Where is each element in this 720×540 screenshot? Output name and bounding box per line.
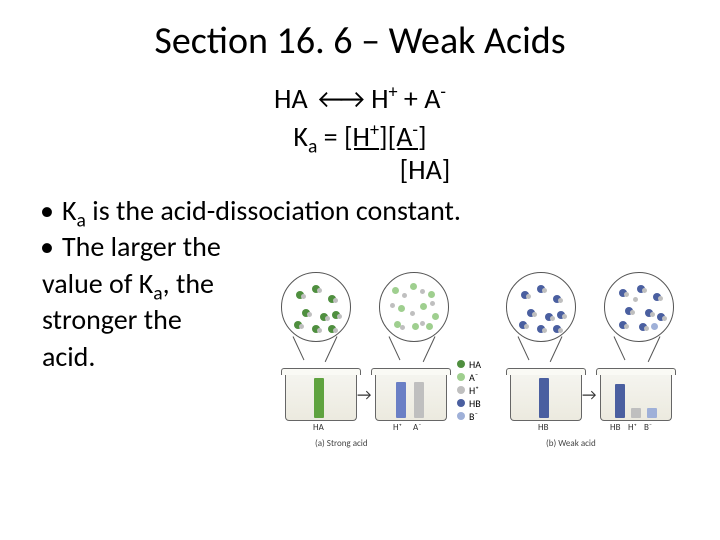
legend-label: A⁻ — [469, 371, 478, 384]
legend-swatch — [457, 412, 465, 420]
legend-row: H⁺ — [457, 384, 481, 397]
beaker-weak-before — [510, 372, 582, 421]
lower-text-block: value of Ka, the stronger the acid. — [40, 266, 285, 375]
eq-plus: + — [398, 81, 425, 116]
legend-row: B⁻ — [457, 410, 481, 423]
legend-swatch — [457, 373, 465, 381]
eq-h-sup: + — [389, 81, 398, 103]
zoom-strong-after — [379, 272, 449, 342]
caption-strong-acid: (a) Strong acid — [315, 438, 368, 449]
ka-num-close: ] — [418, 119, 427, 154]
lower-l1-post: , the — [163, 266, 214, 301]
zoom-weak-after — [604, 272, 674, 342]
legend-row: HA — [457, 358, 481, 371]
eq-a-sup: - — [440, 81, 446, 103]
equilibrium-equation: HA ←→ H+ + A- — [40, 80, 680, 118]
bullet-2: • The larger the — [40, 229, 680, 265]
zoom-weak-before — [506, 272, 576, 342]
ka-expression-denominator: [HA] — [170, 153, 680, 187]
legend-label: HA — [469, 358, 481, 371]
ka-num-open: [H — [344, 119, 370, 154]
lower-l1-pre: value of K — [42, 266, 153, 301]
legend-label: H⁺ — [469, 384, 479, 397]
lower-l3: acid. — [42, 339, 285, 375]
legend-swatch — [457, 360, 465, 368]
legend-swatch — [457, 399, 465, 407]
caption-weak-acid: (b) Weak acid — [546, 438, 596, 449]
ka-num-h-sup: + — [370, 118, 379, 140]
eq-h: H — [371, 81, 388, 116]
ka-expression-numerator: Ka = [H+][A-] — [40, 120, 680, 154]
beaker-weak-after — [600, 372, 672, 421]
lower-l2: stronger the — [42, 302, 285, 338]
bullet-dot-icon: • — [40, 229, 62, 265]
ka-k: K — [293, 119, 308, 154]
legend-label: HB — [469, 397, 481, 410]
legend-row: HB — [457, 397, 481, 410]
slide-title: Section 16. 6 – Weak Acids — [40, 18, 680, 64]
bullet1-post: is the acid-dissociation constant. — [86, 193, 461, 228]
beaker-strong-before — [285, 372, 357, 421]
bullet-dot-icon: • — [40, 193, 62, 229]
bullet1-k: K — [62, 193, 77, 228]
legend-row: A⁻ — [457, 371, 481, 384]
acid-strength-diagram: HA→H⁺A⁻HB→HBH⁺B⁻HAA⁻H⁺HBB⁻(a) Strong aci… — [285, 266, 680, 456]
beaker-strong-after — [375, 372, 447, 421]
ka-eq: = — [317, 119, 344, 154]
diagram-legend: HAA⁻H⁺HBB⁻ — [457, 358, 481, 423]
legend-swatch — [457, 386, 465, 394]
bullet-1: • Ka is the acid-dissociation constant. — [40, 193, 680, 229]
ka-sub: a — [308, 134, 317, 158]
eq-lhs: HA — [274, 81, 308, 116]
eq-a: A — [424, 81, 440, 116]
bullet2-text: The larger the — [62, 229, 680, 265]
zoom-strong-before — [281, 272, 351, 342]
legend-label: B⁻ — [469, 410, 478, 423]
ka-num-mid: ][A — [379, 119, 412, 154]
eq-arrows: ←→ — [318, 81, 361, 116]
